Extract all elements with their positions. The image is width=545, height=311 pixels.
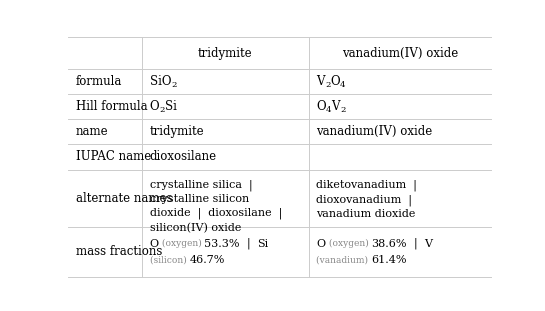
Text: SiO: SiO [150, 75, 171, 88]
Text: 38.6%: 38.6% [371, 239, 407, 249]
Text: (vanadium): (vanadium) [317, 255, 371, 264]
Text: (silicon): (silicon) [150, 255, 189, 264]
Text: (oxygen): (oxygen) [159, 239, 204, 248]
Text: 4: 4 [326, 106, 331, 114]
Text: 53.3%: 53.3% [204, 239, 240, 249]
Text: name: name [76, 125, 108, 138]
Text: V: V [425, 239, 432, 249]
Text: 2: 2 [325, 81, 330, 89]
Text: 61.4%: 61.4% [371, 254, 407, 265]
Text: |: | [240, 238, 258, 249]
Text: O: O [317, 100, 326, 113]
Text: 2: 2 [159, 106, 165, 114]
Text: crystalline silica  |
crystalline silicon
dioxide  |  dioxosilane  |
silicon(IV): crystalline silica | crystalline silicon… [150, 179, 282, 233]
Text: 4: 4 [340, 81, 346, 89]
Text: Hill formula: Hill formula [76, 100, 147, 113]
Text: tridymite: tridymite [198, 47, 253, 60]
Text: IUPAC name: IUPAC name [76, 151, 151, 164]
Text: V: V [331, 100, 340, 113]
Text: |: | [407, 238, 425, 249]
Text: Si: Si [165, 100, 177, 113]
Text: alternate names: alternate names [76, 192, 172, 205]
Text: vanadium(IV) oxide: vanadium(IV) oxide [342, 47, 458, 60]
Text: 2: 2 [171, 81, 177, 89]
Text: tridymite: tridymite [150, 125, 204, 138]
Text: 2: 2 [340, 106, 346, 114]
Text: vanadium(IV) oxide: vanadium(IV) oxide [317, 125, 433, 138]
Text: formula: formula [76, 75, 122, 88]
Text: O: O [330, 75, 340, 88]
Text: O: O [150, 239, 159, 249]
Text: O: O [317, 239, 325, 249]
Text: V: V [317, 75, 325, 88]
Text: mass fractions: mass fractions [76, 245, 162, 258]
Text: 46.7%: 46.7% [189, 254, 225, 265]
Text: Si: Si [258, 239, 269, 249]
Text: (oxygen): (oxygen) [325, 239, 371, 248]
Text: O: O [150, 100, 159, 113]
Text: dioxosilane: dioxosilane [150, 151, 217, 164]
Text: diketovanadium  |
dioxovanadium  |
vanadium dioxide: diketovanadium | dioxovanadium | vanadiu… [317, 179, 417, 219]
